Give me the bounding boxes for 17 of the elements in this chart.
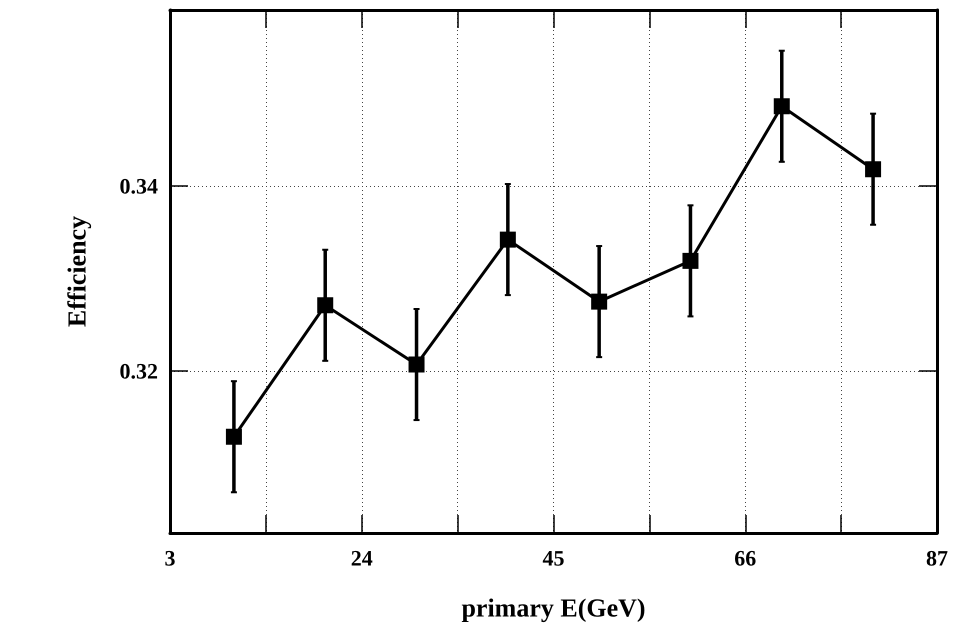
x-tick-label: 3 bbox=[164, 546, 176, 570]
point bbox=[591, 294, 608, 310]
point bbox=[226, 428, 242, 445]
point bbox=[408, 356, 425, 373]
point bbox=[500, 232, 516, 248]
point bbox=[317, 297, 334, 314]
y-tick-label: 0.34 bbox=[120, 173, 158, 198]
x-tick-label: 45 bbox=[542, 546, 564, 570]
point bbox=[865, 161, 882, 178]
x-tick-label: 66 bbox=[734, 546, 756, 570]
point bbox=[682, 252, 698, 269]
x-tick-label: 87 bbox=[926, 546, 948, 570]
y-tick-label: 0.32 bbox=[120, 358, 158, 384]
x-tick-label: 24 bbox=[350, 546, 373, 570]
point bbox=[774, 98, 790, 114]
x-axis-title: primary E(GeV) bbox=[461, 594, 646, 622]
y-axis-title: Efficiency bbox=[62, 216, 92, 328]
